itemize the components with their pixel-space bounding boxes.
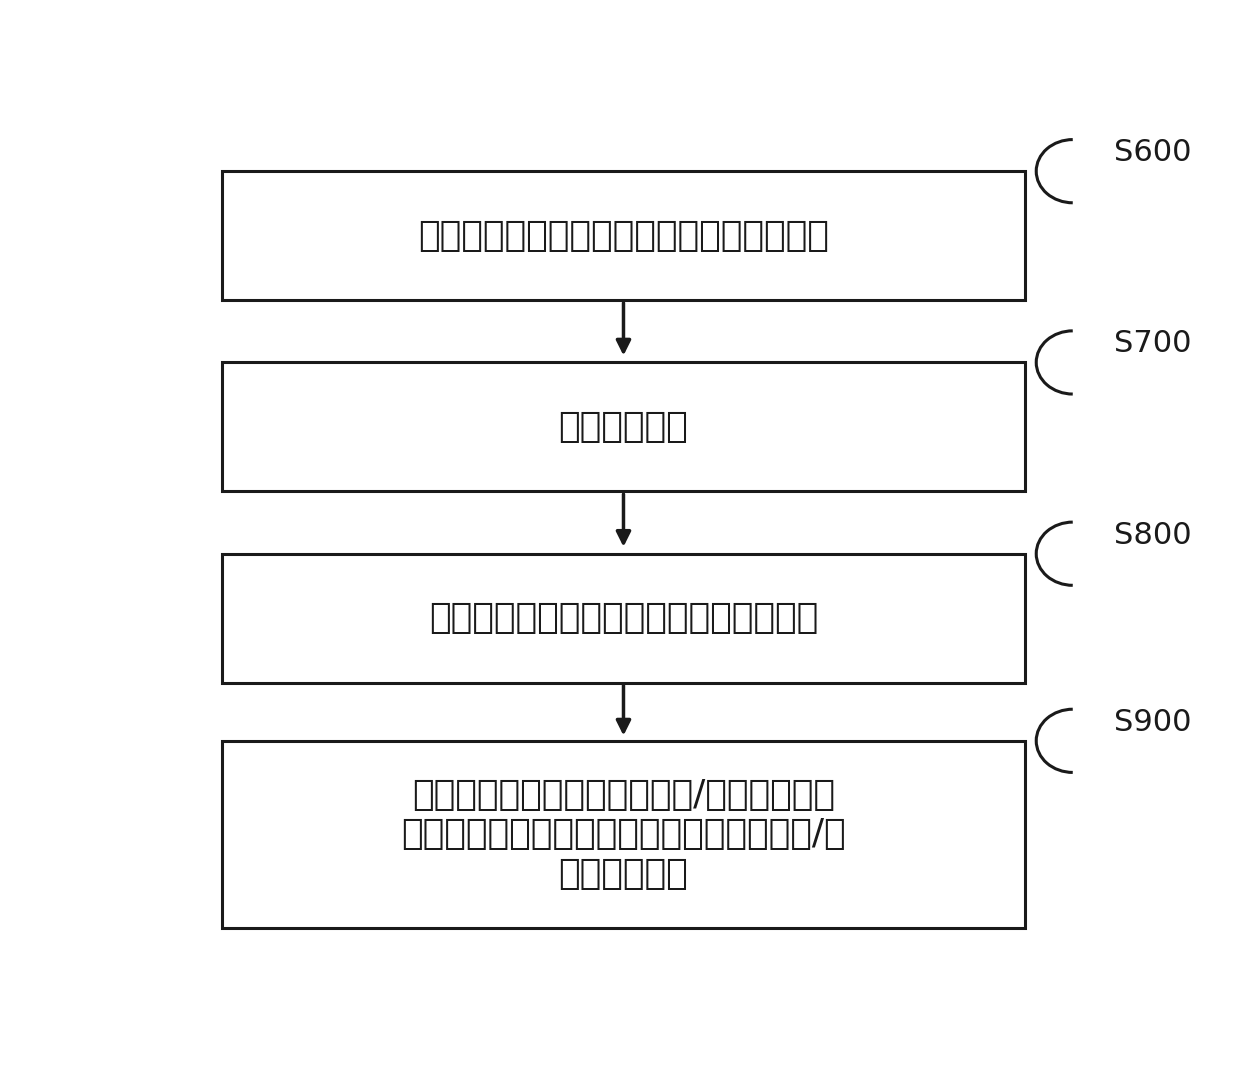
Text: S800: S800 bbox=[1114, 521, 1192, 550]
FancyBboxPatch shape bbox=[222, 554, 1024, 683]
Text: 采集红外信号: 采集红外信号 bbox=[558, 410, 688, 444]
FancyBboxPatch shape bbox=[222, 741, 1024, 928]
Text: 根据接收到的来信消息，唤醒红外感应功能: 根据接收到的来信消息，唤醒红外感应功能 bbox=[418, 218, 828, 253]
Text: 根据红外控制指令唤醒屏幕和/或调节屏幕亮
度，或，根据红外控制指令隐藏来信消息和/或
进行锁屏操作: 根据红外控制指令唤醒屏幕和/或调节屏幕亮 度，或，根据红外控制指令隐藏来信消息和… bbox=[402, 778, 846, 891]
Text: S700: S700 bbox=[1114, 329, 1192, 359]
Text: S600: S600 bbox=[1114, 138, 1192, 167]
Text: 对红外信号进行处理以获取红外控制指令: 对红外信号进行处理以获取红外控制指令 bbox=[429, 602, 818, 635]
FancyBboxPatch shape bbox=[222, 171, 1024, 300]
FancyBboxPatch shape bbox=[222, 363, 1024, 491]
Text: S900: S900 bbox=[1114, 707, 1192, 737]
